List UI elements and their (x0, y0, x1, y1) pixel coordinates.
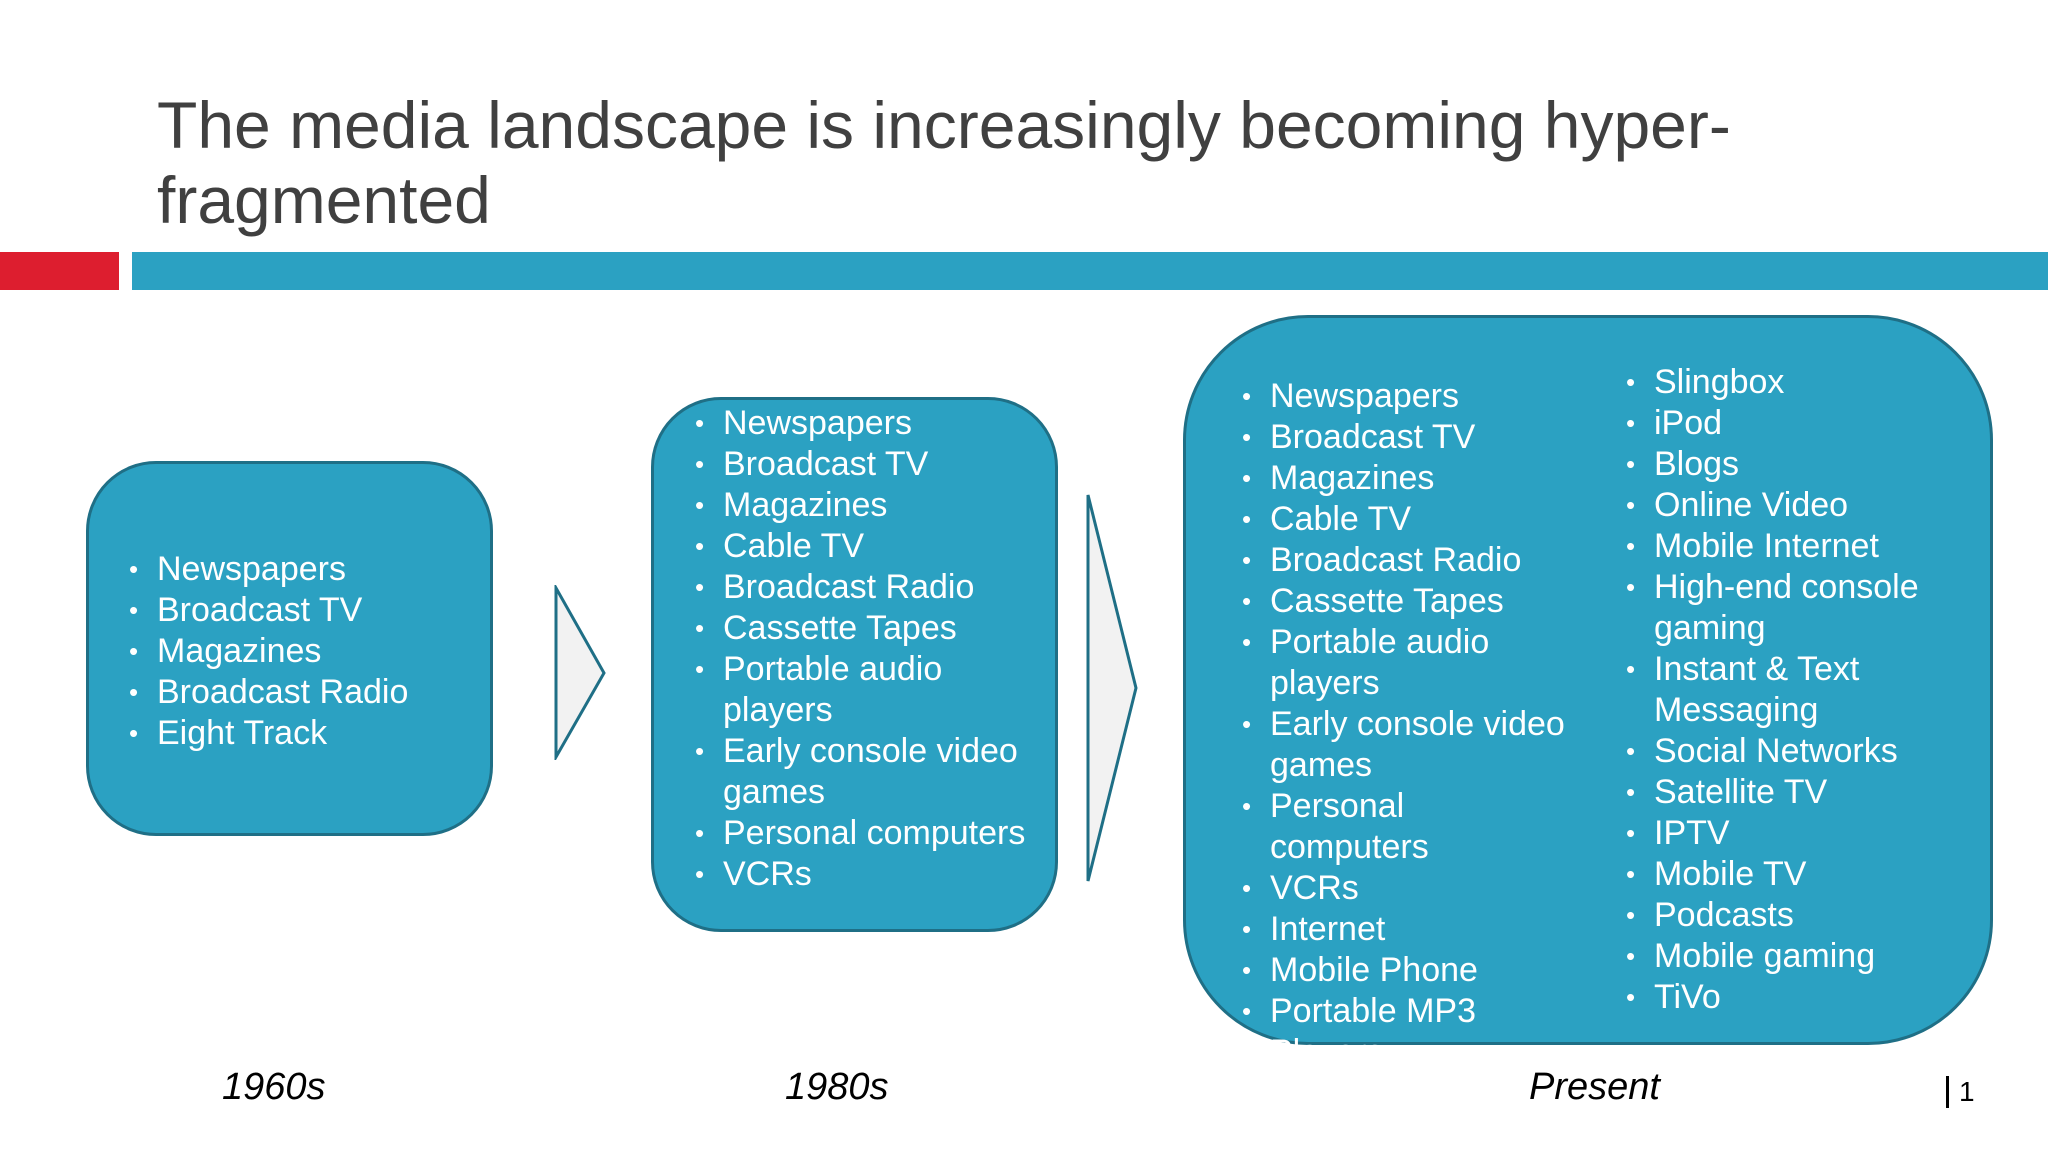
list-item: Mobile Internet (1626, 526, 1966, 567)
list-item: Broadcast Radio (1242, 540, 1572, 581)
era-box-1980s: Newspapers Broadcast TV Magazines Cable … (651, 397, 1058, 932)
media-list-1960s: Newspapers Broadcast TV Magazines Broadc… (129, 549, 408, 754)
page-number: 1 (1946, 1076, 1975, 1108)
arrow-icon (554, 585, 606, 760)
list-item: Portable audio players (1242, 622, 1572, 704)
list-item: iPod (1626, 403, 1966, 444)
list-item: Cassette Tapes (1242, 581, 1572, 622)
list-item: Internet (1242, 909, 1572, 950)
list-item: Instant & Text Messaging (1626, 649, 1966, 731)
list-item: Newspapers (129, 549, 408, 590)
list-item: VCRs (1242, 868, 1572, 909)
list-item: High-end console gaming (1626, 567, 1966, 649)
list-item: Eight Track (129, 713, 408, 754)
list-item: Broadcast Radio (695, 567, 1050, 608)
list-item: Social Networks (1626, 731, 1966, 772)
list-item: Newspapers (1242, 376, 1572, 417)
list-item: Portable audio players (695, 649, 1050, 731)
era-box-present: Newspapers Broadcast TV Magazines Cable … (1183, 315, 1993, 1071)
list-item: Newspapers (695, 403, 1050, 444)
list-item: Broadcast TV (695, 444, 1050, 485)
list-item: Early console video games (695, 731, 1050, 813)
list-item: Portable MP3 Players (1242, 991, 1572, 1073)
era-label-1980s: 1980s (785, 1066, 889, 1108)
blue-accent-bar (132, 252, 2048, 290)
list-item: Magazines (1242, 458, 1572, 499)
list-item: Online Video (1626, 485, 1966, 526)
list-item: Cable TV (1242, 499, 1572, 540)
era-box-1960s: Newspapers Broadcast TV Magazines Broadc… (86, 461, 493, 836)
list-item: Early console video games (1242, 704, 1572, 786)
list-item: Podcasts (1626, 895, 1966, 936)
list-item: VCRs (695, 854, 1050, 895)
list-item: Mobile Phone (1242, 950, 1572, 991)
list-item: Magazines (695, 485, 1050, 526)
list-item: Magazines (129, 631, 408, 672)
list-item: TiVo (1626, 977, 1966, 1018)
media-list-1980s: Newspapers Broadcast TV Magazines Cable … (695, 403, 1050, 895)
list-item: Broadcast TV (1242, 417, 1572, 458)
red-accent-bar (0, 252, 119, 290)
list-item: IPTV (1626, 813, 1966, 854)
era-label-1960s: 1960s (222, 1066, 326, 1108)
list-item: Personal computers (1242, 786, 1572, 868)
list-item: Blogs (1626, 444, 1966, 485)
list-item: Satellite TV (1626, 772, 1966, 813)
list-item: Broadcast TV (129, 590, 408, 631)
list-item: Cable TV (695, 526, 1050, 567)
list-item: Slingbox (1626, 362, 1966, 403)
arrow-icon (1086, 494, 1138, 882)
era-label-present: Present (1529, 1066, 1660, 1108)
slide-title: The media landscape is increasingly beco… (157, 88, 1731, 237)
media-list-present-col1: Newspapers Broadcast TV Magazines Cable … (1242, 376, 1572, 1073)
list-item: Mobile TV (1626, 854, 1966, 895)
media-list-present-col2: Slingbox iPod Blogs Online Video Mobile … (1626, 362, 1966, 1018)
list-item: Mobile gaming (1626, 936, 1966, 977)
list-item: Cassette Tapes (695, 608, 1050, 649)
list-item: Personal computers (695, 813, 1050, 854)
list-item: Broadcast Radio (129, 672, 408, 713)
